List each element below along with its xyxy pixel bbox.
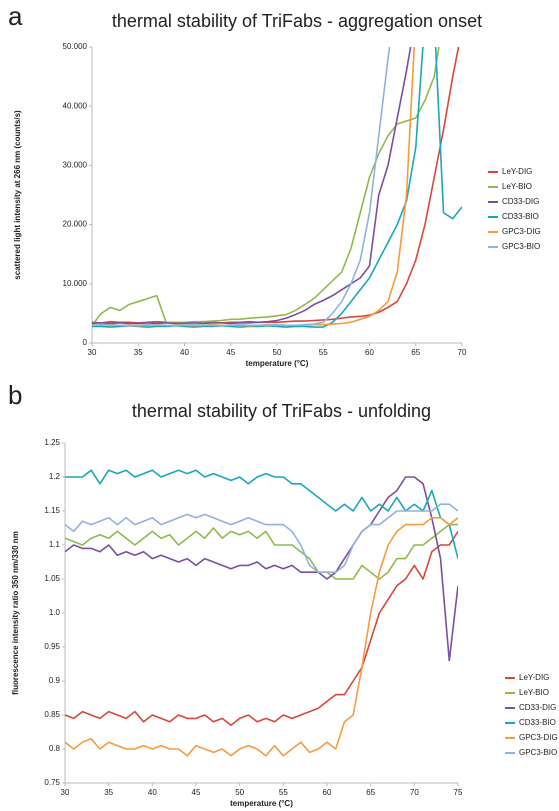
legend-label: CD33-BIO <box>519 718 556 727</box>
series-line <box>92 47 391 327</box>
x-tick-label: 50 <box>235 788 244 797</box>
x-tick-label: 60 <box>365 348 374 357</box>
series-line <box>65 503 458 573</box>
x-tick-label: 75 <box>454 788 463 797</box>
chart-title: thermal stability of TriFabs - aggregati… <box>112 11 482 31</box>
y-tick-label: 20.000 <box>63 220 88 229</box>
x-tick-label: 70 <box>410 788 419 797</box>
y-tick-label: 0.9 <box>49 676 61 685</box>
x-axis-label: temperature (°C) <box>246 359 309 368</box>
series-line <box>65 530 458 726</box>
plot-area <box>92 47 462 328</box>
legend-label: LeY-DIG <box>502 167 532 176</box>
y-axis-label: scattered light intensity at 266 nm (cou… <box>13 110 22 280</box>
legend-label: LeY-BIO <box>502 182 532 191</box>
y-tick-label: 1.05 <box>44 574 60 583</box>
y-tick-label: 0.95 <box>44 642 60 651</box>
x-tick-label: 60 <box>323 788 332 797</box>
series-line <box>65 523 458 580</box>
x-tick-label: 35 <box>134 348 143 357</box>
x-tick-label: 55 <box>279 788 288 797</box>
x-tick-label: 30 <box>88 348 97 357</box>
x-tick-label: 70 <box>458 348 467 357</box>
x-tick-label: 45 <box>226 348 235 357</box>
chart-title: thermal stability of TriFabs - unfolding <box>132 401 431 421</box>
x-axis-label: temperature (°C) <box>230 799 293 808</box>
x-tick-label: 65 <box>366 788 375 797</box>
y-axis-label: fluorescence intensity ratio 350 nm/330 … <box>11 531 20 695</box>
series-line <box>92 47 412 325</box>
series-line <box>92 47 460 324</box>
y-tick-label: 0.85 <box>44 710 60 719</box>
y-tick-label: 40.000 <box>63 101 88 110</box>
y-tick-label: 1.0 <box>49 608 61 617</box>
y-tick-label: 0 <box>83 338 88 347</box>
series-line <box>92 47 462 328</box>
legend-label: GPC3-BIO <box>519 748 557 757</box>
panel-label: b <box>8 380 22 410</box>
series-line <box>65 517 458 757</box>
panel-label: a <box>8 1 23 31</box>
y-tick-label: 1.1 <box>49 540 61 549</box>
series-line <box>65 476 458 662</box>
x-tick-label: 40 <box>180 348 189 357</box>
legend-label: LeY-BIO <box>519 688 549 697</box>
y-tick-label: 1.15 <box>44 506 60 515</box>
legend-label: LeY-DIG <box>519 673 549 682</box>
legend-label: CD33-BIO <box>502 212 539 221</box>
y-tick-label: 1.25 <box>44 438 60 447</box>
x-tick-label: 30 <box>61 788 70 797</box>
legend-label: GPC3-DIG <box>502 227 541 236</box>
x-tick-label: 65 <box>411 348 420 357</box>
y-tick-label: 50.000 <box>63 42 88 51</box>
legend-label: CD33-DIG <box>519 703 556 712</box>
x-tick-label: 55 <box>319 348 328 357</box>
x-tick-label: 50 <box>273 348 282 357</box>
legend-label: CD33-DIG <box>502 197 539 206</box>
y-tick-label: 30.000 <box>63 161 88 170</box>
legend-label: GPC3-DIG <box>519 733 558 742</box>
y-tick-label: 10.000 <box>63 279 88 288</box>
x-tick-label: 45 <box>192 788 201 797</box>
y-tick-label: 0.8 <box>49 744 61 753</box>
series-line <box>92 47 440 326</box>
plot-area <box>65 469 458 757</box>
y-tick-label: 0.75 <box>44 778 60 787</box>
legend-label: GPC3-BIO <box>502 242 540 251</box>
x-tick-label: 40 <box>148 788 157 797</box>
y-tick-label: 1.2 <box>49 472 61 481</box>
x-tick-label: 35 <box>104 788 113 797</box>
series-line <box>65 469 458 559</box>
